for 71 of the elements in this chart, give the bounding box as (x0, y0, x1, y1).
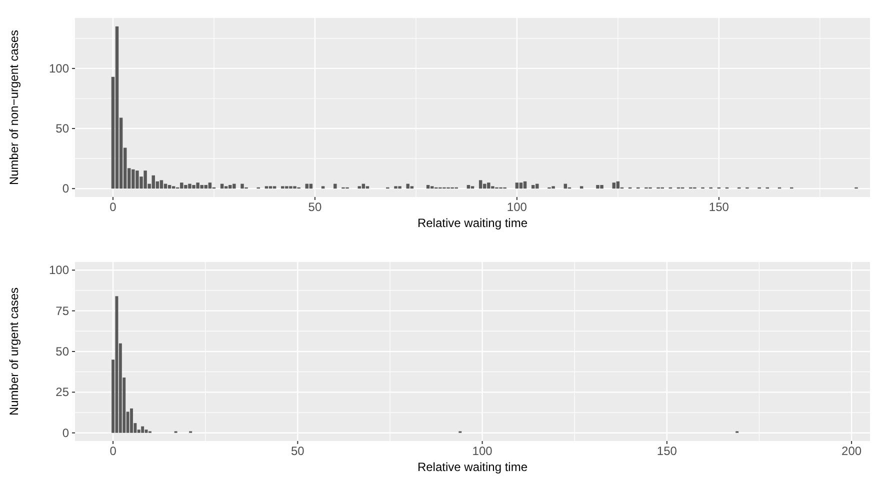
bar (136, 170, 139, 189)
bar (208, 182, 212, 189)
bar (519, 182, 523, 189)
x-tick-label: 100 (506, 200, 528, 214)
bar (430, 186, 434, 189)
bar (200, 184, 204, 189)
bar (192, 184, 196, 189)
x-tick-label: 150 (656, 444, 678, 458)
bar (224, 186, 228, 189)
y-tick-label: 100 (48, 263, 70, 278)
bar (616, 181, 620, 189)
bar (536, 184, 539, 189)
bar (478, 180, 482, 189)
bar (240, 184, 244, 189)
y-tick-label: 0 (62, 426, 70, 440)
bar (487, 182, 490, 189)
bar (232, 184, 236, 189)
bar (144, 170, 147, 189)
bar (293, 186, 296, 189)
bar (132, 169, 135, 189)
y-tick-label: 25 (56, 385, 70, 400)
y-axis-title: Number of urgent cases (7, 287, 21, 416)
y-tick-label: 50 (56, 344, 70, 358)
x-axis-title: Relative waiting time (417, 216, 528, 230)
bar (272, 186, 276, 189)
bar (523, 181, 527, 189)
x-tick-label: 150 (708, 200, 730, 214)
bar (552, 186, 555, 189)
bar (321, 186, 325, 189)
bar (596, 184, 600, 189)
bar (600, 184, 604, 189)
bar (289, 186, 292, 189)
bar (160, 180, 164, 189)
bar (612, 182, 616, 189)
bar (268, 186, 272, 189)
bar (366, 186, 370, 189)
bar (334, 184, 337, 189)
bar (470, 186, 474, 189)
x-axis-title: Relative waiting time (417, 460, 528, 474)
bar (115, 296, 118, 433)
x-tick-label: 0 (110, 444, 117, 458)
y-tick-label: 50 (56, 122, 70, 136)
bar (285, 186, 288, 189)
x-tick-label: 50 (308, 200, 322, 214)
y-axis-title: Number of non−urgent cases (7, 30, 21, 186)
bar (515, 182, 519, 189)
bar (491, 186, 494, 189)
bar (141, 426, 144, 433)
bar (398, 186, 402, 189)
y-tick-label: 0 (62, 182, 70, 196)
bar (196, 182, 200, 189)
bar (281, 186, 284, 189)
bar (144, 430, 148, 433)
x-tick-label: 200 (842, 444, 862, 458)
bar (152, 175, 155, 189)
bar (264, 186, 268, 189)
bar (130, 408, 133, 433)
bar (394, 186, 398, 189)
bar (358, 186, 362, 189)
x-tick-label: 0 (110, 200, 117, 214)
bar (188, 184, 192, 189)
x-tick-label: 50 (290, 444, 305, 458)
bar (580, 186, 584, 189)
bar (180, 182, 184, 189)
y-tick-label: 100 (48, 61, 70, 76)
x-tick-label: 100 (472, 444, 493, 458)
bar (172, 186, 176, 189)
y-tick-label: 75 (56, 304, 70, 318)
bar (410, 186, 414, 189)
bar (184, 184, 188, 189)
bar (115, 26, 119, 189)
